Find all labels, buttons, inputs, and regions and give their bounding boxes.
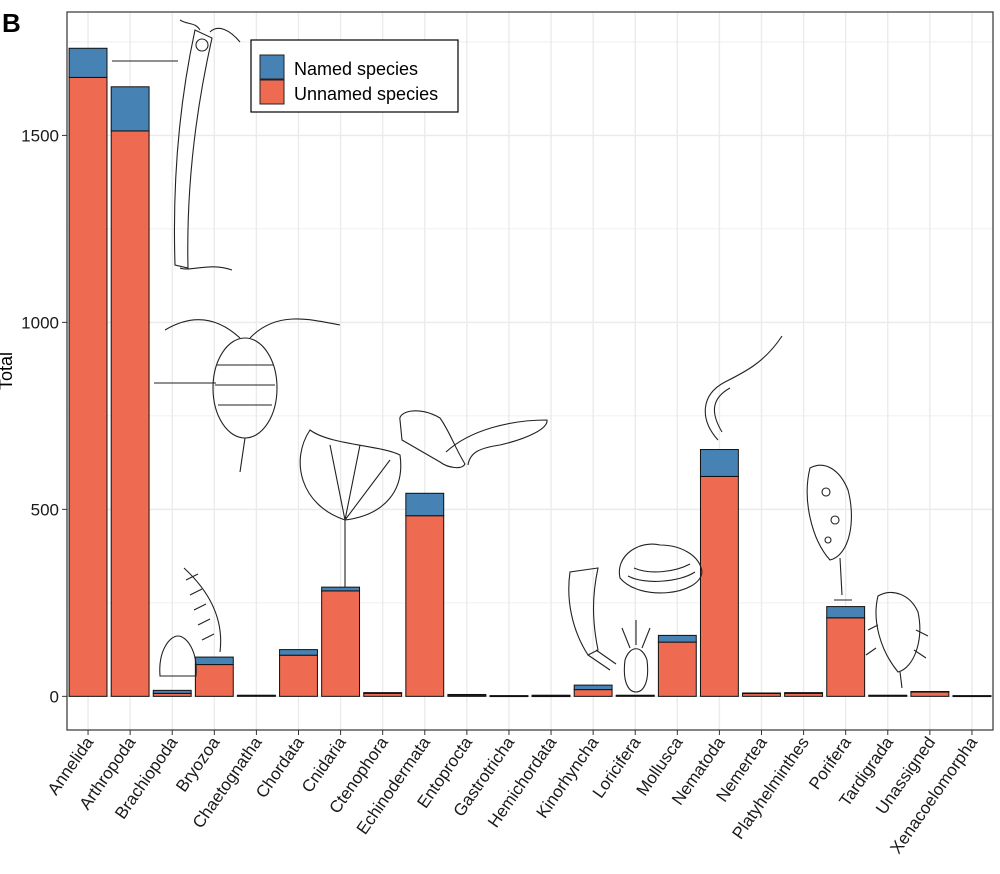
bar-named-nematoda	[699, 449, 739, 477]
bar-unnamed-bryozoa	[194, 664, 234, 697]
legend-label-unnamed: Unnamed species	[294, 84, 438, 104]
bar-named-annelida	[68, 47, 108, 78]
bar-unnamed-chordata	[279, 654, 318, 697]
cnidaria-illustration	[299, 429, 402, 587]
panel-border	[66, 11, 994, 731]
kinorhyncha-illustration	[568, 567, 617, 671]
bar-named-mollusca	[657, 634, 697, 643]
legend-label-named: Named species	[294, 59, 418, 79]
mollusca-illustration	[618, 543, 703, 594]
bar-unnamed-mollusca	[657, 641, 697, 697]
bar-named-brachiopoda	[152, 689, 192, 694]
bar-unnamed-porifera	[826, 617, 866, 697]
bar-named-cnidaria	[321, 586, 361, 592]
loricifera-illustration	[621, 620, 651, 693]
bar-named-platyhelminthes	[784, 692, 824, 694]
tardigrada-illustration	[865, 592, 929, 689]
echinodermata-illustration	[399, 410, 548, 469]
y-axis-title: Total	[0, 352, 16, 390]
bar-named-gastrotricha	[489, 695, 529, 697]
bar-unnamed-cnidaria	[321, 590, 361, 697]
bar-named-ctenophora	[363, 692, 403, 694]
organism-illustrations	[112, 19, 929, 693]
y-tick-label: 1000	[21, 313, 59, 332]
x-tick-label-platyhelminthes: Platyhelminthes	[728, 733, 812, 842]
bar-unnamed-echinodermata	[405, 515, 445, 697]
panel-label: B	[2, 8, 21, 38]
bar-named-chaetognatha	[236, 694, 276, 697]
bar-named-entoprocta	[447, 693, 487, 696]
bar-named-unassigned	[910, 690, 950, 693]
bar-named-tardigrada	[868, 694, 908, 697]
y-tick-label: 0	[50, 687, 59, 706]
bar-unnamed-arthropoda	[110, 130, 150, 697]
legend: Named species Unnamed species	[250, 39, 459, 113]
bar-named-arthropoda	[110, 86, 150, 132]
y-tick-label: 1500	[21, 126, 59, 145]
bar-named-bryozoa	[194, 656, 234, 666]
legend-key-named	[259, 54, 285, 80]
bar-named-xenacoelomorpha	[952, 695, 992, 697]
bar-named-chordata	[279, 649, 318, 656]
arthropoda-illustration	[154, 318, 341, 473]
brachiopoda-illustration	[159, 635, 197, 677]
bars	[68, 47, 992, 698]
bar-unnamed-nematoda	[699, 475, 739, 697]
bar-named-kinorhyncha	[573, 684, 613, 691]
bar-named-porifera	[826, 606, 866, 619]
legend-box	[250, 39, 459, 113]
bar-named-nemertea	[742, 692, 781, 695]
bar-named-hemichordata	[531, 694, 571, 697]
bar-named-loricifera	[615, 694, 655, 697]
bryozoa-illustration	[183, 567, 222, 653]
porifera-illustration	[806, 464, 852, 601]
bar-unnamed-annelida	[68, 76, 108, 697]
bar-named-echinodermata	[405, 492, 445, 517]
annelida-illustration	[112, 19, 241, 271]
legend-key-unnamed	[259, 79, 285, 105]
bar-unnamed-kinorhyncha	[573, 689, 613, 697]
nematoda-illustration	[704, 335, 783, 441]
y-tick-label: 500	[31, 500, 59, 519]
